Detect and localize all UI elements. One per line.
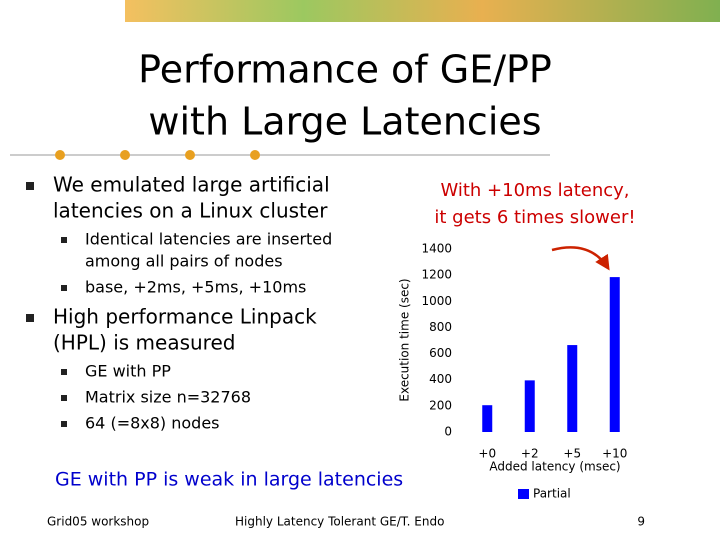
sub-bullet-text: among all pairs of nodes <box>85 252 283 271</box>
sub-bullet-text: Matrix size n=32768 <box>85 388 251 407</box>
legend-label: Partial <box>533 487 571 501</box>
y-tick-label: 1400 <box>421 242 452 256</box>
y-tick-label: 1000 <box>421 294 452 308</box>
bullet-marker <box>26 182 34 190</box>
footer-center: Highly Latency Tolerant GE/T. Endo <box>235 515 444 529</box>
x-axis-label: Added latency (msec) <box>489 460 620 474</box>
top-banner <box>125 0 720 22</box>
y-tick-label: 800 <box>429 320 452 334</box>
x-tick-label: +5 <box>563 447 581 461</box>
bullet-text: High performance Linpack <box>53 305 317 329</box>
legend-swatch <box>518 489 529 499</box>
slide-title: with Large Latencies <box>148 100 541 144</box>
y-tick-label: 200 <box>429 398 452 412</box>
rule-dots <box>55 150 260 160</box>
sub-bullet-text: GE with PP <box>85 362 171 381</box>
sub-bullet-text: Identical latencies are inserted <box>85 230 332 249</box>
footer-left: Grid05 workshop <box>47 515 149 529</box>
sub-bullet-marker <box>61 421 67 427</box>
x-tick-label: +2 <box>521 447 539 461</box>
y-tick-label: 600 <box>429 346 452 360</box>
x-tick-label: +0 <box>478 447 496 461</box>
y-tick-label: 1200 <box>421 268 452 282</box>
slide-title: Performance of GE/PP <box>138 48 552 92</box>
sub-bullet-marker <box>61 369 67 375</box>
y-tick-label: 400 <box>429 372 452 386</box>
sub-bullet-marker <box>61 285 67 291</box>
bar <box>567 345 578 432</box>
y-tick-label: 0 <box>444 425 452 439</box>
conclusion: GE with PP is weak in large latencies <box>55 469 403 491</box>
bullet-marker <box>26 314 34 322</box>
bar <box>609 277 620 432</box>
annotation: it gets 6 times slower! <box>434 207 635 228</box>
bullet-text: We emulated large artificial <box>53 173 330 197</box>
y-axis-label: Execution time (sec) <box>398 278 412 401</box>
sub-bullet-text: base, +2ms, +5ms, +10ms <box>85 278 306 297</box>
annotation: With +10ms latency, <box>440 180 629 201</box>
annotation-arrow <box>551 246 610 271</box>
sub-bullet-marker <box>61 395 67 401</box>
sub-bullet-text: 64 (=8x8) nodes <box>85 414 220 433</box>
bullet-text: (HPL) is measured <box>53 331 235 355</box>
sub-bullet-marker <box>61 237 67 243</box>
bar <box>524 380 535 432</box>
bullet-text: latencies on a Linux cluster <box>53 199 328 223</box>
bar <box>482 405 493 432</box>
page-number: 9 <box>637 515 645 529</box>
x-tick-label: +10 <box>602 447 627 461</box>
